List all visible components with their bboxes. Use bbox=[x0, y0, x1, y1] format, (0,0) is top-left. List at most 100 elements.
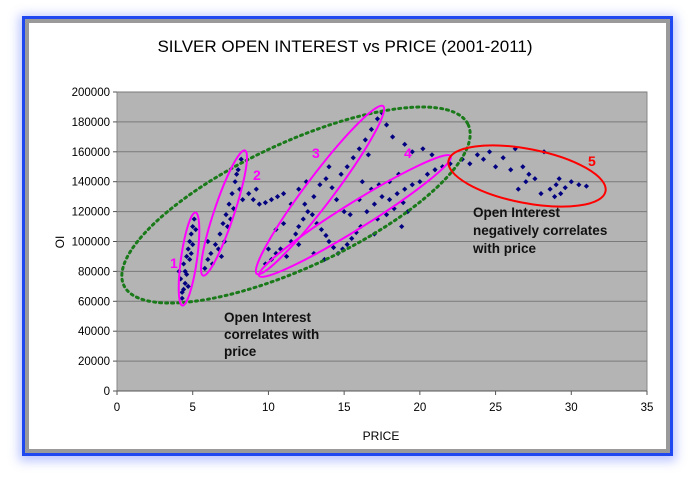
data-point bbox=[265, 246, 272, 252]
data-point bbox=[323, 232, 329, 239]
chart-title: SILVER OPEN INTEREST vs PRICE (2001-2011… bbox=[157, 37, 532, 56]
data-point bbox=[226, 201, 232, 207]
y-tick-label: 0 bbox=[104, 386, 110, 398]
data-point bbox=[191, 216, 197, 222]
data-point bbox=[300, 216, 306, 222]
data-point bbox=[508, 167, 514, 173]
y-tick-label: 20000 bbox=[78, 356, 110, 368]
y-tick-label: 60000 bbox=[78, 296, 110, 308]
data-point bbox=[293, 231, 299, 237]
data-point bbox=[288, 201, 294, 207]
data-point bbox=[234, 171, 240, 177]
data-point bbox=[280, 191, 287, 197]
data-point bbox=[179, 289, 185, 295]
overall-correlation-ellipse bbox=[120, 105, 472, 305]
region-ellipse-3 bbox=[254, 104, 386, 276]
data-point bbox=[238, 156, 244, 162]
y-tick-label: 180000 bbox=[72, 117, 110, 129]
data-point bbox=[364, 209, 370, 215]
region-ellipse-2 bbox=[200, 149, 248, 277]
data-point bbox=[486, 149, 493, 155]
data-point bbox=[296, 186, 302, 192]
data-point bbox=[500, 155, 506, 161]
data-point bbox=[217, 231, 223, 237]
data-point bbox=[188, 231, 194, 237]
data-point bbox=[187, 238, 193, 245]
data-point bbox=[235, 167, 241, 173]
data-point bbox=[552, 194, 558, 200]
data-point bbox=[326, 164, 332, 170]
data-point bbox=[432, 167, 438, 173]
data-point bbox=[277, 246, 284, 252]
region-label-2: 2 bbox=[253, 167, 261, 183]
data-point bbox=[323, 176, 329, 182]
data-point bbox=[329, 185, 335, 191]
data-point bbox=[341, 209, 347, 215]
data-point bbox=[340, 246, 346, 252]
y-tick-label: 140000 bbox=[72, 177, 110, 189]
data-point bbox=[391, 206, 397, 212]
y-tick-label: 80000 bbox=[78, 266, 110, 278]
data-point bbox=[356, 146, 362, 152]
data-point bbox=[205, 256, 211, 263]
region-label-3: 3 bbox=[312, 145, 320, 161]
data-point bbox=[318, 226, 325, 233]
x-tick-label: 0 bbox=[114, 402, 120, 414]
negative-correlation-note: Open Interest negatively correlates with… bbox=[472, 205, 611, 256]
data-point bbox=[349, 235, 355, 242]
data-point bbox=[262, 200, 268, 206]
data-point bbox=[253, 186, 259, 192]
data-point bbox=[424, 171, 431, 177]
data-point bbox=[256, 201, 262, 207]
data-point bbox=[374, 216, 381, 222]
data-point bbox=[344, 241, 350, 248]
data-point bbox=[583, 183, 590, 189]
x-tick-label: 35 bbox=[641, 402, 654, 414]
data-point bbox=[526, 171, 532, 177]
data-point bbox=[330, 244, 337, 251]
data-point bbox=[400, 200, 406, 206]
data-point bbox=[182, 280, 188, 286]
data-point bbox=[185, 283, 191, 289]
data-point bbox=[480, 156, 487, 162]
data-point bbox=[314, 220, 320, 227]
data-point bbox=[492, 164, 499, 170]
data-point bbox=[223, 211, 229, 218]
data-point bbox=[184, 253, 190, 260]
data-point bbox=[190, 241, 196, 248]
data-point bbox=[229, 191, 235, 197]
data-point bbox=[240, 197, 246, 203]
data-point bbox=[409, 149, 415, 155]
data-point bbox=[311, 250, 317, 257]
data-point bbox=[362, 137, 368, 143]
data-point bbox=[562, 185, 568, 191]
x-tick-label: 10 bbox=[262, 402, 275, 414]
data-point bbox=[568, 179, 574, 185]
y-tick-label: 40000 bbox=[78, 326, 110, 338]
data-point bbox=[182, 268, 188, 274]
x-axis-label: PRICE bbox=[363, 429, 400, 443]
data-point bbox=[374, 116, 381, 122]
data-point bbox=[184, 271, 190, 277]
data-point bbox=[368, 126, 374, 132]
y-tick-label: 120000 bbox=[72, 207, 110, 219]
data-point bbox=[296, 241, 302, 248]
data-point bbox=[268, 197, 275, 203]
y-tick-label: 100000 bbox=[72, 237, 110, 249]
data-point bbox=[558, 191, 564, 197]
data-point bbox=[188, 250, 194, 257]
data-point bbox=[379, 194, 385, 200]
data-point bbox=[409, 182, 415, 188]
region-label-1: 1 bbox=[170, 255, 178, 271]
data-point bbox=[190, 223, 196, 230]
positive-correlation-note: Open Interest correlates with price bbox=[224, 310, 323, 359]
data-point bbox=[347, 211, 353, 218]
data-point bbox=[365, 152, 371, 158]
region-label-4: 4 bbox=[404, 145, 412, 161]
data-point bbox=[553, 182, 559, 188]
data-point bbox=[447, 161, 453, 167]
data-point bbox=[420, 146, 426, 152]
data-point bbox=[394, 191, 400, 197]
data-point bbox=[402, 141, 408, 147]
